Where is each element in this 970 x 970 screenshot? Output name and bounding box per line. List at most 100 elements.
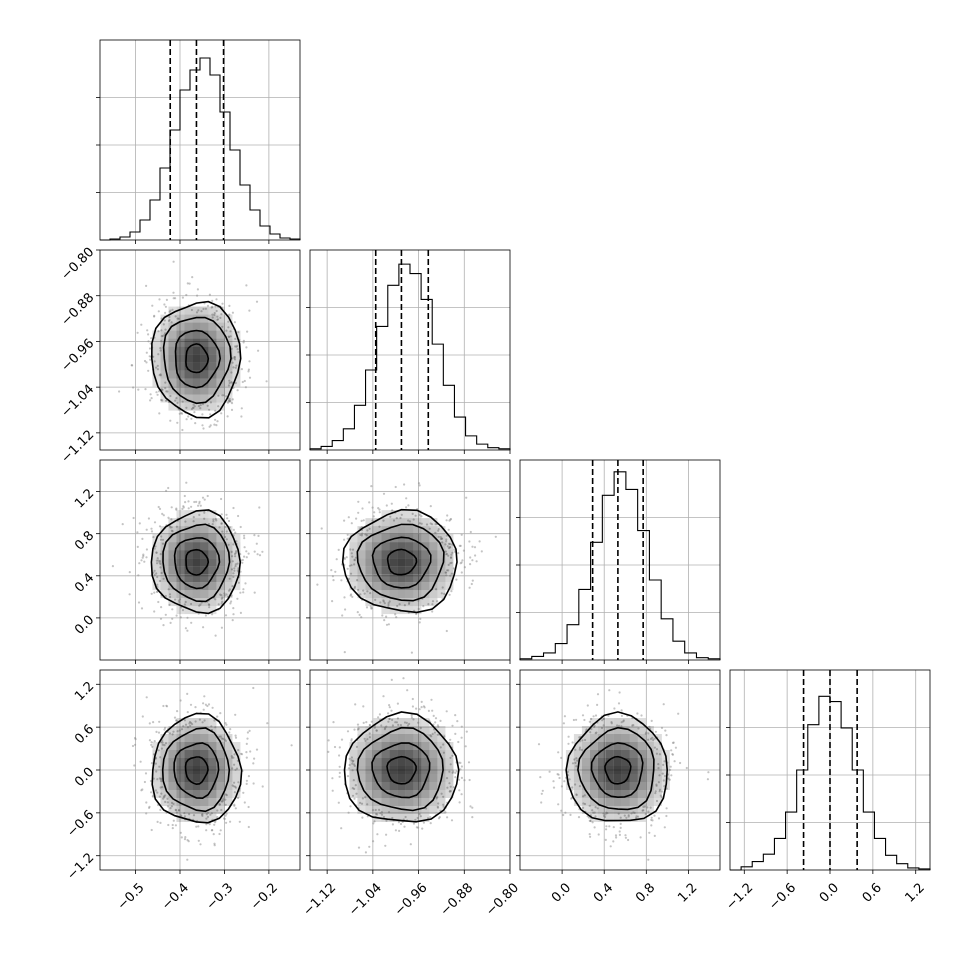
density-cell (200, 574, 209, 583)
sample-point (224, 525, 227, 529)
x-tick-label: −0.2 (248, 880, 281, 913)
density-cell (637, 750, 646, 758)
sample-point (170, 529, 173, 532)
density-cell (381, 782, 390, 790)
density-cell (437, 590, 446, 599)
sample-point (454, 732, 457, 736)
density-cell (176, 354, 185, 363)
sample-point (290, 744, 293, 747)
sample-point (410, 651, 413, 654)
sample-point (172, 260, 175, 263)
sample-point (153, 360, 156, 363)
sample-point (159, 553, 162, 556)
density-cell (208, 806, 217, 814)
sample-point (233, 321, 236, 324)
density-cell (184, 726, 193, 734)
sample-point (243, 534, 246, 537)
density-cell (637, 798, 646, 806)
density-cell (397, 734, 406, 742)
sample-point (145, 556, 148, 559)
sample-point (248, 360, 251, 363)
density-cell (445, 758, 454, 766)
density-cell (573, 798, 582, 806)
sample-point (653, 834, 656, 838)
density-cell (192, 798, 201, 806)
density-cell (357, 550, 366, 559)
density-cell (168, 790, 177, 798)
sample-point (415, 612, 418, 616)
density-cell (413, 766, 422, 774)
density-cell (445, 534, 454, 543)
sample-point (359, 593, 362, 596)
density-cell (216, 598, 225, 607)
sample-point (220, 522, 223, 525)
y-tick-label: 1.2 (72, 486, 97, 511)
sample-point (355, 745, 358, 749)
sample-point (390, 709, 393, 712)
density-cell (160, 534, 169, 543)
density-cell (365, 766, 374, 774)
sample-point (351, 794, 355, 797)
density-cell (216, 590, 225, 599)
sample-point (149, 399, 152, 402)
sample-point (221, 302, 224, 305)
sample-point (138, 562, 141, 565)
density-cell (421, 798, 430, 806)
density-cell (645, 782, 654, 790)
sample-point (444, 543, 447, 546)
density-cell (184, 386, 193, 395)
density-cell (176, 798, 185, 806)
hist-frame-2 (519, 459, 721, 661)
sample-point (450, 590, 453, 593)
density-cell (437, 766, 446, 774)
sample-point (385, 725, 388, 728)
sample-point (145, 548, 148, 551)
density-cell (152, 742, 161, 750)
sample-point (431, 709, 434, 712)
density-cell (413, 774, 422, 782)
sample-point (362, 519, 365, 522)
density-cell (357, 766, 366, 774)
density-cell (405, 750, 414, 758)
sample-point (459, 562, 462, 565)
sample-point (172, 802, 175, 806)
sample-point (378, 508, 381, 511)
sample-point (552, 786, 556, 789)
sample-point (146, 329, 149, 332)
sample-point (198, 718, 201, 721)
sample-point (394, 485, 397, 489)
sample-point (384, 844, 387, 847)
sample-point (184, 723, 188, 726)
density-cell (208, 558, 217, 567)
sample-point (642, 805, 645, 809)
sample-point (652, 738, 655, 742)
sample-point (387, 712, 390, 715)
panel-1-0 (96, 249, 301, 454)
sample-point (161, 334, 164, 338)
sample-point (366, 529, 369, 532)
sample-point (406, 689, 409, 692)
sample-point (217, 603, 220, 606)
density-cell (581, 806, 590, 814)
density-cell (445, 790, 454, 798)
density-cell (357, 590, 366, 599)
sample-point (446, 816, 449, 819)
sample-point (418, 621, 421, 624)
sample-point (359, 533, 362, 537)
sample-point (662, 779, 665, 782)
sample-point (608, 825, 611, 828)
sample-point (163, 728, 166, 731)
sample-point (185, 481, 188, 484)
sample-point (165, 390, 168, 393)
contour-0 (386, 755, 417, 785)
sample-point (175, 525, 178, 528)
sample-point (175, 719, 178, 722)
density-cell (373, 566, 382, 575)
density-cell (389, 734, 398, 742)
density-cell (176, 806, 185, 814)
sample-point (204, 307, 207, 310)
sample-point (143, 780, 146, 784)
sample-point (620, 714, 624, 718)
density-cell (216, 550, 225, 559)
histogram-1 (309, 263, 511, 450)
